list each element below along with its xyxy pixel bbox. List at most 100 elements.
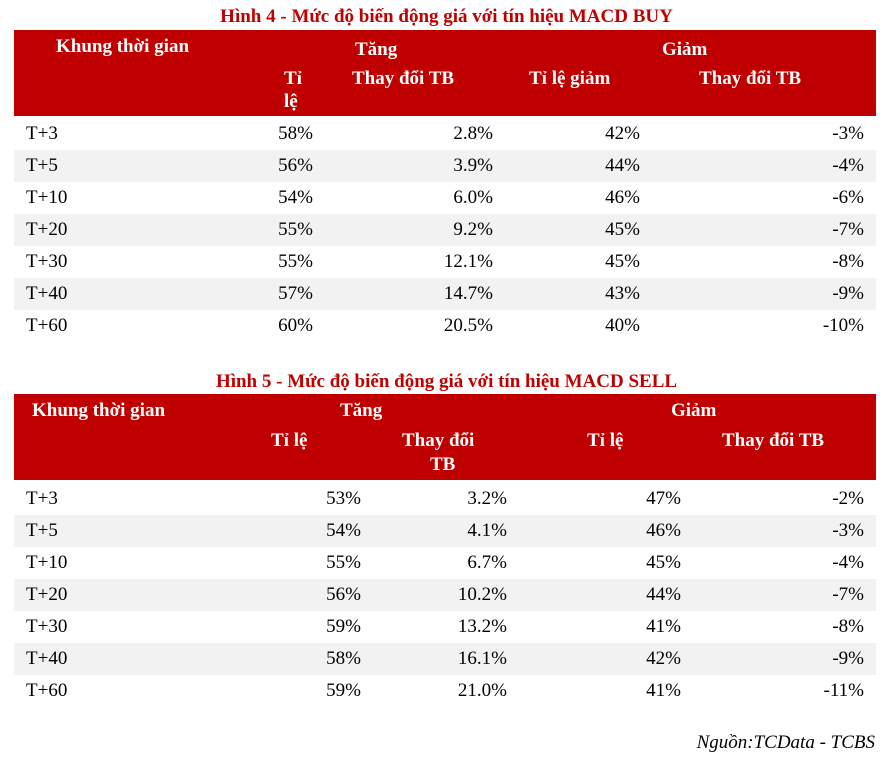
- table-row: T+30 59% 13.2% 41% -8%: [14, 611, 876, 643]
- cell-down-rate: 43%: [605, 283, 640, 304]
- cell-up-rate: 54%: [326, 520, 361, 541]
- cell-up-change: 14.7%: [443, 283, 493, 304]
- cell-down-rate: 42%: [646, 648, 681, 669]
- cell-up-rate: 59%: [326, 680, 361, 701]
- source-note: Nguồn:TCData - TCBS: [696, 732, 875, 753]
- cell-down-rate: 42%: [605, 123, 640, 144]
- cell-up-change: 2.8%: [453, 123, 493, 144]
- cell-timeframe: T+5: [26, 155, 58, 176]
- cell-down-change: -4%: [832, 552, 864, 573]
- header-down-rate: Tỉ lệ giảm: [529, 68, 611, 89]
- header-down-group: Giảm: [662, 39, 708, 60]
- cell-timeframe: T+3: [26, 488, 58, 509]
- cell-timeframe: T+10: [26, 187, 68, 208]
- header-up-change: Thay đổi TB: [352, 68, 455, 89]
- cell-down-change: -4%: [832, 155, 864, 176]
- cell-down-rate: 46%: [605, 187, 640, 208]
- cell-down-rate: 45%: [605, 251, 640, 272]
- cell-up-change: 10.2%: [457, 584, 507, 605]
- cell-up-rate: 56%: [326, 584, 361, 605]
- cell-up-change: 3.2%: [467, 488, 507, 509]
- cell-timeframe: T+5: [26, 520, 58, 541]
- header-down-change: Thay đổi TB: [699, 68, 802, 89]
- cell-down-change: -6%: [832, 187, 864, 208]
- cell-up-rate: 60%: [278, 315, 313, 336]
- cell-down-rate: 41%: [646, 680, 681, 701]
- figure-4-title: Hình 4 - Mức độ biến động giá với tín hi…: [220, 6, 673, 27]
- table-row: T+5 54% 4.1% 46% -3%: [14, 515, 876, 547]
- cell-down-rate: 45%: [605, 219, 640, 240]
- table-row: T+60 59% 21.0% 41% -11%: [14, 675, 876, 707]
- table-row: T+40 58% 16.1% 42% -9%: [14, 643, 876, 675]
- table-row: T+40 57% 14.7% 43% -9%: [14, 278, 876, 310]
- cell-up-change: 16.1%: [457, 648, 507, 669]
- cell-timeframe: T+20: [26, 219, 68, 240]
- cell-down-change: -11%: [823, 680, 864, 701]
- cell-down-change: -3%: [832, 123, 864, 144]
- cell-down-change: -10%: [822, 315, 864, 336]
- cell-timeframe: T+3: [26, 123, 58, 144]
- header-timeframe: Khung thời gian: [32, 400, 166, 421]
- cell-timeframe: T+60: [26, 315, 68, 336]
- cell-down-rate: 47%: [646, 488, 681, 509]
- figure-4-table-header: Khung thời gian Tăng Giảm Tỉ lệ Thay đổi…: [14, 30, 876, 116]
- cell-down-change: -8%: [832, 616, 864, 637]
- cell-down-rate: 45%: [646, 552, 681, 573]
- figure-5-table-header: Khung thời gian Tăng Giảm Tỉ lệ Thay đổi…: [14, 394, 876, 480]
- cell-timeframe: T+30: [26, 251, 68, 272]
- cell-up-rate: 58%: [326, 648, 361, 669]
- table-row: T+30 55% 12.1% 45% -8%: [14, 246, 876, 278]
- header-down-rate: Tỉ lệ: [587, 430, 624, 451]
- cell-timeframe: T+40: [26, 283, 68, 304]
- cell-down-rate: 41%: [646, 616, 681, 637]
- cell-down-change: -9%: [832, 648, 864, 669]
- cell-up-change: 21.0%: [457, 680, 507, 701]
- cell-down-change: -7%: [832, 219, 864, 240]
- cell-timeframe: T+20: [26, 584, 68, 605]
- cell-up-change: 13.2%: [457, 616, 507, 637]
- header-up-group: Tăng: [355, 39, 398, 60]
- cell-up-change: 3.9%: [453, 155, 493, 176]
- cell-down-rate: 46%: [646, 520, 681, 541]
- cell-down-rate: 40%: [605, 315, 640, 336]
- header-up-rate: Tỉ lệ: [271, 430, 308, 451]
- cell-up-change: 6.7%: [467, 552, 507, 573]
- cell-up-rate: 57%: [278, 283, 313, 304]
- table-row: T+20 56% 10.2% 44% -7%: [14, 579, 876, 611]
- header-down-change: Thay đổi TB: [722, 430, 825, 451]
- cell-up-rate: 56%: [278, 155, 313, 176]
- table-row: T+3 58% 2.8% 42% -3%: [14, 118, 876, 150]
- header-up-rate-line2: lệ: [284, 91, 298, 112]
- cell-down-change: -9%: [832, 283, 864, 304]
- cell-up-rate: 58%: [278, 123, 313, 144]
- cell-up-change: 12.1%: [443, 251, 493, 272]
- cell-up-rate: 55%: [326, 552, 361, 573]
- table-row: T+10 54% 6.0% 46% -6%: [14, 182, 876, 214]
- table-row: T+60 60% 20.5% 40% -10%: [14, 310, 876, 342]
- header-up-rate-line1: Tỉ: [284, 68, 302, 89]
- cell-up-rate: 55%: [278, 251, 313, 272]
- table-row: T+10 55% 6.7% 45% -4%: [14, 547, 876, 579]
- header-down-group: Giảm: [671, 400, 717, 421]
- cell-down-rate: 44%: [605, 155, 640, 176]
- cell-up-change: 20.5%: [443, 315, 493, 336]
- figure-4-table-body: T+3 58% 2.8% 42% -3% T+5 56% 3.9% 44% -4…: [14, 118, 876, 342]
- cell-down-change: -8%: [832, 251, 864, 272]
- cell-up-rate: 55%: [278, 219, 313, 240]
- figure-5-title: Hình 5 - Mức độ biến động giá với tín hi…: [215, 371, 678, 392]
- cell-up-change: 4.1%: [467, 520, 507, 541]
- header-up-group: Tăng: [340, 400, 383, 421]
- cell-up-change: 9.2%: [453, 219, 493, 240]
- cell-timeframe: T+30: [26, 616, 68, 637]
- cell-up-change: 6.0%: [453, 187, 493, 208]
- cell-timeframe: T+10: [26, 552, 68, 573]
- table-row: T+20 55% 9.2% 45% -7%: [14, 214, 876, 246]
- cell-up-rate: 59%: [326, 616, 361, 637]
- cell-down-change: -7%: [832, 584, 864, 605]
- table-row: T+3 53% 3.2% 47% -2%: [14, 483, 876, 515]
- cell-up-rate: 54%: [278, 187, 313, 208]
- cell-down-rate: 44%: [646, 584, 681, 605]
- table-row: T+5 56% 3.9% 44% -4%: [14, 150, 876, 182]
- header-timeframe: Khung thời gian: [56, 36, 190, 57]
- cell-up-rate: 53%: [326, 488, 361, 509]
